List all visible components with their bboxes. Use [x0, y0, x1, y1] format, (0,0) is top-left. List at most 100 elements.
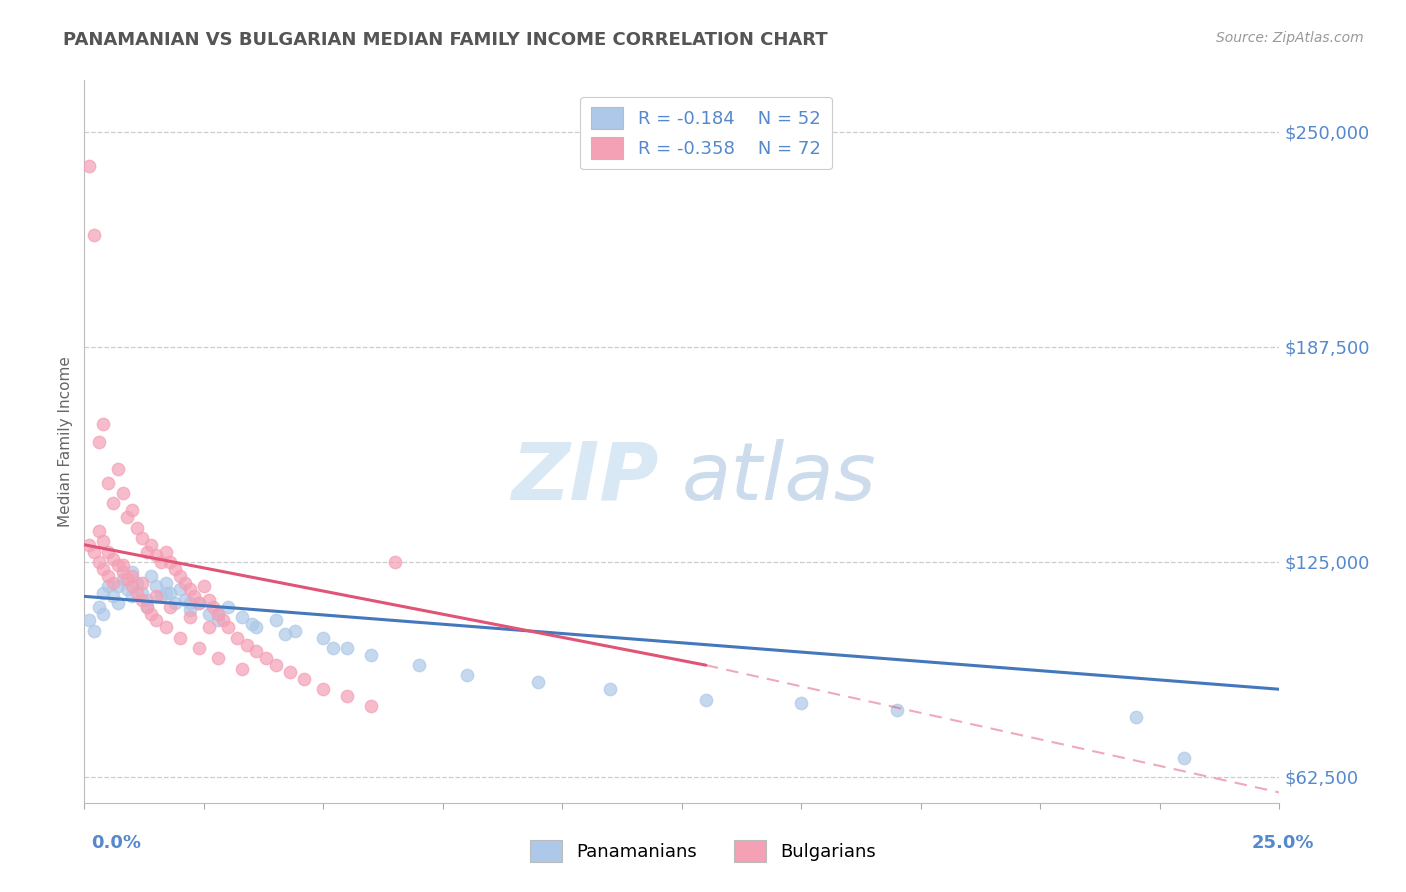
Point: [527, 675, 550, 690]
Point: [145, 614, 167, 628]
Point: [173, 575, 195, 590]
Point: [202, 599, 225, 614]
Point: [125, 520, 148, 534]
Point: [155, 544, 177, 558]
Point: [169, 631, 191, 645]
Point: [217, 599, 239, 614]
Point: [111, 572, 134, 586]
Point: [197, 592, 219, 607]
Point: [155, 620, 177, 634]
Point: [384, 555, 406, 569]
Point: [179, 610, 201, 624]
Point: [121, 579, 143, 593]
Point: [121, 566, 143, 580]
Point: [254, 651, 277, 665]
Point: [336, 689, 359, 703]
Point: [207, 607, 229, 621]
Point: [141, 538, 163, 552]
Point: [155, 575, 177, 590]
Point: [217, 620, 239, 634]
Point: [125, 586, 148, 600]
Point: [117, 572, 139, 586]
Point: [312, 682, 335, 697]
Point: [231, 662, 253, 676]
Point: [93, 417, 115, 432]
Text: ZIP: ZIP: [510, 439, 658, 516]
Point: [87, 524, 110, 538]
Point: [165, 596, 187, 610]
Point: [193, 579, 215, 593]
Point: [93, 607, 115, 621]
Point: [111, 558, 134, 573]
Point: [145, 590, 167, 604]
Point: [93, 562, 115, 576]
Point: [179, 596, 201, 610]
Point: [97, 544, 120, 558]
Point: [188, 640, 211, 655]
Point: [83, 228, 105, 243]
Point: [236, 638, 259, 652]
Point: [135, 592, 157, 607]
Point: [188, 596, 211, 610]
Point: [183, 590, 205, 604]
Point: [93, 534, 115, 549]
Point: [456, 668, 478, 682]
Point: [1173, 751, 1195, 765]
Point: [179, 603, 201, 617]
Point: [360, 699, 382, 714]
Point: [336, 640, 359, 655]
Text: atlas: atlas: [682, 439, 877, 516]
Point: [87, 434, 110, 449]
Point: [145, 579, 167, 593]
Point: [212, 614, 235, 628]
Point: [135, 599, 157, 614]
Point: [245, 644, 267, 658]
Y-axis label: Median Family Income: Median Family Income: [58, 356, 73, 527]
Point: [312, 631, 335, 645]
Point: [790, 696, 813, 710]
Point: [886, 703, 908, 717]
Point: [131, 575, 153, 590]
Point: [278, 665, 301, 679]
Point: [125, 575, 148, 590]
Point: [111, 566, 134, 580]
Text: PANAMANIAN VS BULGARIAN MEDIAN FAMILY INCOME CORRELATION CHART: PANAMANIAN VS BULGARIAN MEDIAN FAMILY IN…: [63, 31, 828, 49]
Point: [135, 599, 157, 614]
Point: [240, 616, 263, 631]
Text: 0.0%: 0.0%: [91, 834, 142, 852]
Point: [121, 568, 143, 582]
Point: [360, 648, 382, 662]
Point: [87, 555, 110, 569]
Point: [77, 159, 100, 173]
Point: [131, 586, 153, 600]
Point: [231, 610, 253, 624]
Point: [101, 496, 124, 510]
Point: [107, 462, 129, 476]
Point: [83, 544, 105, 558]
Point: [117, 510, 139, 524]
Point: [264, 614, 287, 628]
Point: [97, 579, 120, 593]
Point: [284, 624, 307, 638]
Point: [599, 682, 621, 697]
Point: [159, 555, 181, 569]
Point: [117, 582, 139, 597]
Point: [155, 586, 177, 600]
Point: [1125, 710, 1147, 724]
Point: [207, 607, 229, 621]
Point: [159, 599, 181, 614]
Point: [101, 590, 124, 604]
Point: [131, 531, 153, 545]
Point: [408, 658, 430, 673]
Point: [101, 575, 124, 590]
Point: [107, 596, 129, 610]
Point: [107, 558, 129, 573]
Point: [207, 614, 229, 628]
Point: [173, 592, 195, 607]
Point: [207, 651, 229, 665]
Point: [188, 596, 211, 610]
Point: [145, 548, 167, 562]
Point: [87, 599, 110, 614]
Point: [197, 620, 219, 634]
Point: [121, 503, 143, 517]
